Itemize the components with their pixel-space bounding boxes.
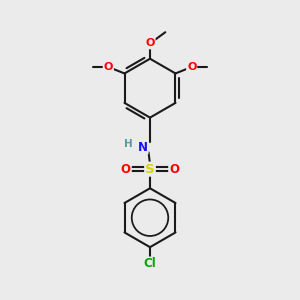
Text: O: O <box>121 163 131 176</box>
Text: Cl: Cl <box>144 257 156 271</box>
Text: O: O <box>145 38 155 48</box>
Text: H: H <box>124 139 132 148</box>
Text: N: N <box>138 141 148 154</box>
Text: O: O <box>103 62 113 72</box>
Text: O: O <box>169 163 179 176</box>
Text: S: S <box>145 163 155 176</box>
Text: O: O <box>187 62 196 72</box>
